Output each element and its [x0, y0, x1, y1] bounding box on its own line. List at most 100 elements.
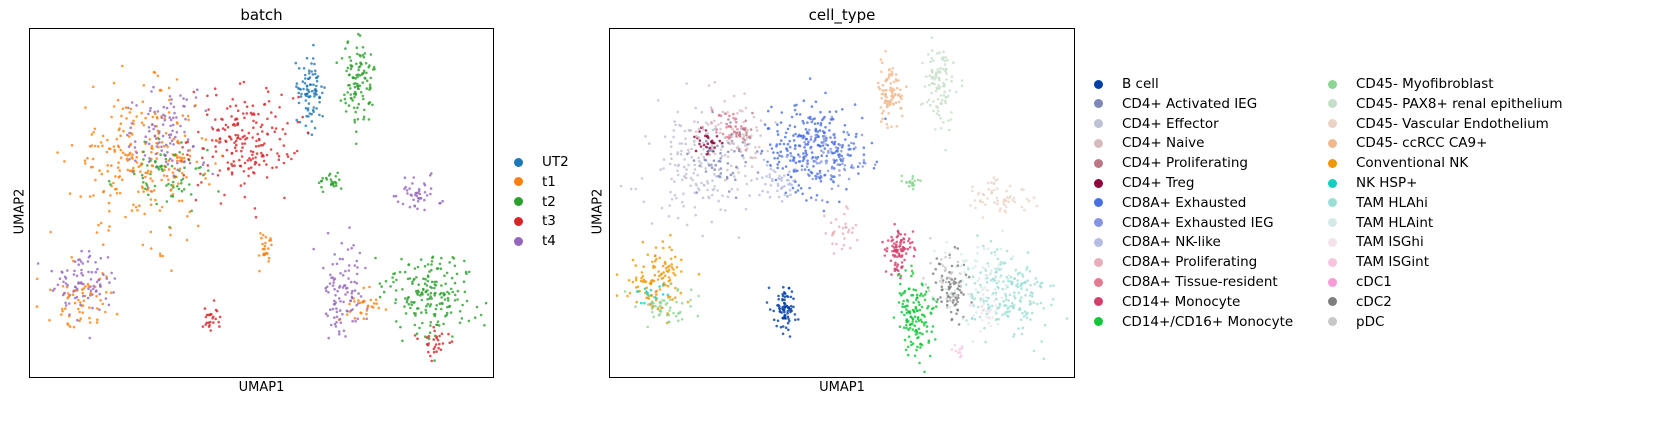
data-point — [351, 319, 354, 323]
data-point — [1018, 271, 1022, 274]
data-point — [725, 175, 729, 179]
data-point — [973, 259, 977, 262]
data-point — [1004, 292, 1007, 296]
data-point — [882, 109, 885, 113]
data-point — [648, 281, 652, 285]
data-point — [726, 195, 730, 199]
data-point — [997, 306, 1001, 309]
data-point — [421, 321, 424, 325]
legend-marker — [514, 216, 523, 226]
data-point — [984, 340, 987, 344]
data-point — [323, 86, 326, 89]
data-point — [1042, 357, 1046, 361]
data-point — [685, 82, 688, 85]
data-point — [257, 112, 260, 116]
data-point — [406, 277, 410, 281]
data-point — [335, 310, 339, 314]
data-point — [908, 310, 912, 313]
data-point — [1051, 298, 1055, 301]
data-point — [927, 53, 930, 56]
data-point — [797, 318, 800, 321]
data-point — [729, 121, 732, 124]
data-point — [430, 268, 433, 272]
data-point — [709, 149, 713, 152]
data-point — [774, 170, 777, 174]
data-point — [192, 144, 195, 148]
data-point — [837, 184, 840, 188]
data-point — [140, 111, 143, 115]
data-point — [741, 154, 744, 157]
data-point — [336, 289, 339, 293]
data-point — [950, 75, 954, 79]
data-point — [693, 143, 696, 147]
data-point — [232, 160, 236, 163]
data-point — [634, 278, 638, 282]
data-point — [719, 114, 723, 117]
data-point — [956, 282, 960, 285]
data-point — [846, 131, 849, 134]
data-point — [148, 157, 151, 160]
data-point — [793, 147, 797, 150]
data-point — [776, 157, 779, 160]
data-point — [776, 166, 779, 170]
data-point — [913, 179, 917, 183]
data-point — [1065, 317, 1069, 320]
data-point — [996, 199, 999, 203]
data-point — [396, 200, 400, 203]
data-point — [354, 77, 358, 80]
data-point — [715, 128, 719, 131]
data-point — [938, 51, 941, 54]
data-point — [1003, 304, 1006, 307]
data-point — [684, 137, 687, 140]
data-point — [152, 127, 155, 131]
data-point — [425, 343, 429, 346]
data-point — [985, 299, 988, 303]
data-point — [99, 141, 103, 144]
data-point — [833, 167, 836, 170]
data-point — [90, 133, 94, 136]
data-point — [936, 298, 940, 301]
data-point — [913, 354, 917, 358]
data-point — [140, 173, 144, 177]
data-point — [896, 273, 900, 277]
data-point — [679, 291, 683, 295]
data-point — [883, 89, 886, 92]
data-point — [993, 250, 997, 254]
data-point — [224, 123, 228, 127]
data-point — [430, 172, 433, 175]
data-point — [403, 176, 407, 179]
data-point — [269, 148, 273, 151]
data-point — [155, 141, 158, 145]
data-point — [823, 214, 826, 218]
data-point — [820, 149, 823, 152]
data-point — [188, 210, 191, 214]
data-point — [732, 94, 736, 98]
data-point — [148, 138, 152, 141]
data-point — [948, 271, 951, 274]
data-point — [267, 247, 270, 250]
data-point — [1035, 280, 1039, 284]
data-point — [1013, 291, 1016, 294]
data-point — [185, 238, 189, 242]
data-point — [827, 151, 830, 154]
data-point — [310, 133, 314, 137]
data-point — [710, 164, 713, 168]
data-point — [725, 122, 728, 126]
data-point — [188, 154, 192, 158]
data-point — [326, 231, 330, 235]
data-point — [170, 164, 174, 168]
data-point — [1005, 298, 1008, 301]
data-point — [405, 301, 409, 304]
data-point — [862, 153, 866, 156]
data-point — [861, 165, 865, 168]
data-point — [1011, 198, 1014, 202]
data-point — [923, 315, 926, 318]
data-point — [971, 275, 975, 278]
data-point — [910, 343, 913, 347]
data-point — [770, 147, 774, 150]
data-point — [286, 155, 290, 158]
data-point — [985, 296, 988, 299]
data-point — [941, 281, 944, 285]
data-point — [719, 148, 723, 151]
data-point — [1028, 294, 1032, 297]
